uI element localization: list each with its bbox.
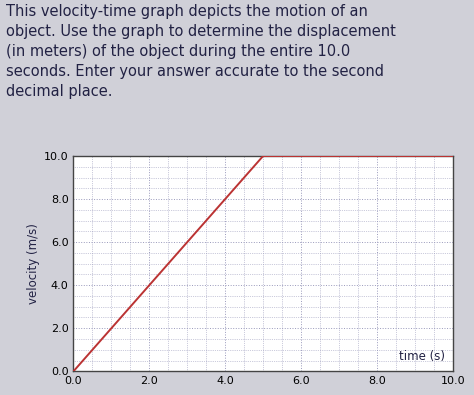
Text: This velocity-time graph depicts the motion of an
object. Use the graph to deter: This velocity-time graph depicts the mot… — [6, 4, 396, 98]
Text: time (s): time (s) — [399, 350, 445, 363]
Y-axis label: velocity (m/s): velocity (m/s) — [27, 223, 40, 304]
